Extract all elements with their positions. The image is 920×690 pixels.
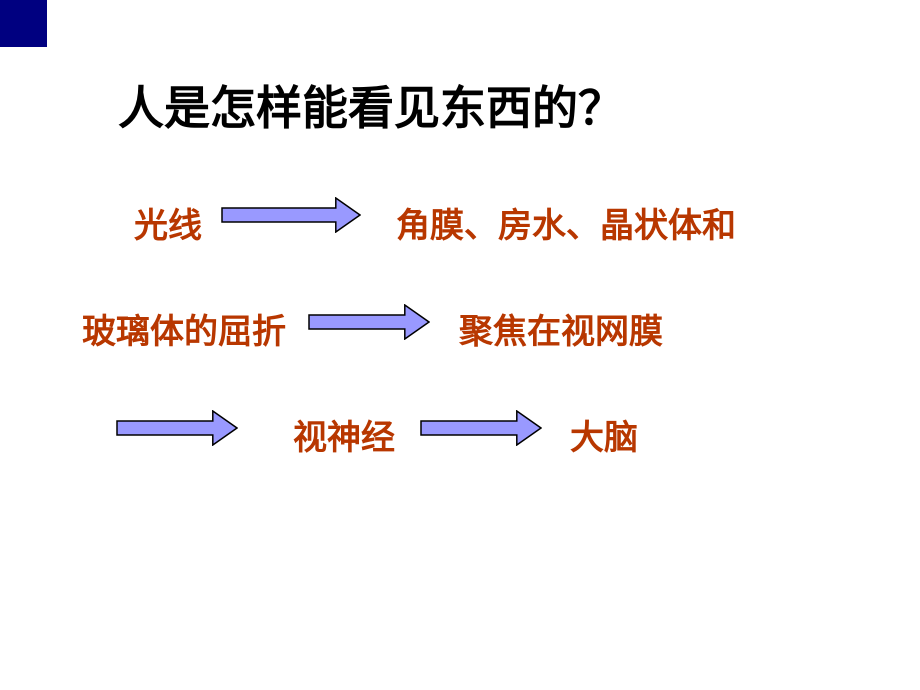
label-brain: 大脑 (570, 410, 638, 459)
corner-decoration (0, 0, 47, 47)
slide-title: 人是怎样能看见东西的？ (118, 72, 624, 138)
arrow-icon (221, 197, 361, 233)
arrow-icon (420, 410, 542, 446)
label-nerve: 视神经 (293, 410, 395, 459)
label-focus: 聚焦在视网膜 (459, 304, 663, 353)
slide: 人是怎样能看见东西的？ 光线 角膜、房水、晶状体和 玻璃体的屈折 聚焦在视网膜 … (0, 0, 920, 690)
arrow-icon (116, 410, 238, 446)
label-light: 光线 (134, 198, 202, 247)
arrow-icon (308, 304, 430, 340)
label-vitreous: 玻璃体的屈折 (82, 304, 286, 353)
label-cornea: 角膜、房水、晶状体和 (396, 198, 736, 247)
